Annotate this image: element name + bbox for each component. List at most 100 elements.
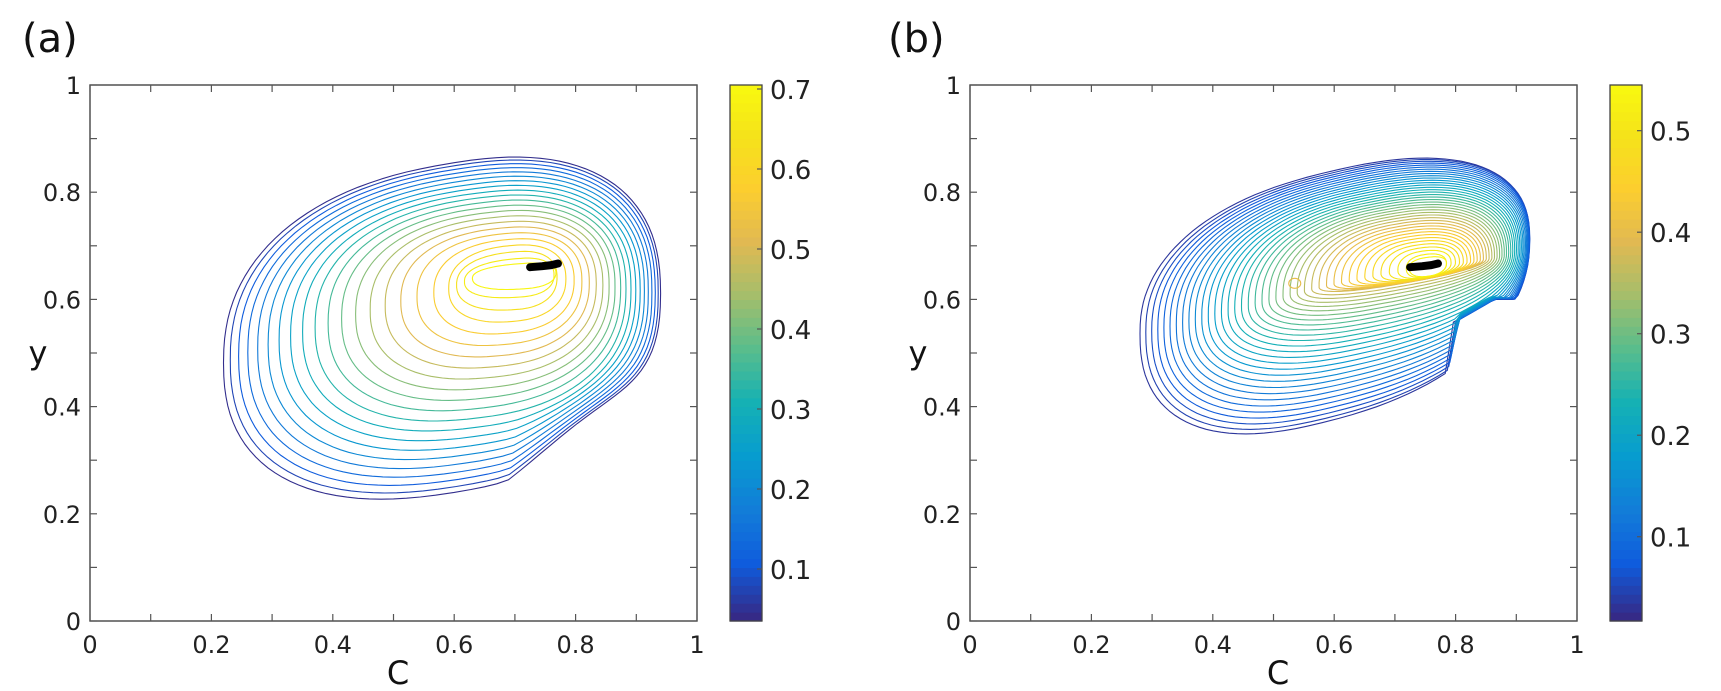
colorbar-segment	[1610, 549, 1642, 560]
y-tick-label: 0.8	[43, 179, 81, 207]
colorbar-segment	[1610, 308, 1642, 318]
colorbar-tick-label: 0.2	[770, 476, 811, 506]
contour-line	[278, 180, 641, 451]
colorbar-segment	[730, 361, 762, 372]
colorbar-segment	[730, 585, 762, 595]
colorbar-segment	[730, 612, 762, 622]
colorbar-tick-label: 0.6	[770, 156, 811, 186]
colorbar-frame	[729, 84, 763, 622]
colorbar-segment	[730, 495, 762, 506]
contour-line	[416, 232, 583, 347]
contour-line	[1247, 194, 1512, 336]
colorbar-segment	[1610, 281, 1642, 292]
y-tick-label: 0	[66, 608, 81, 636]
colorbar-segment	[730, 120, 762, 131]
panel-a-axes	[89, 84, 698, 622]
colorbar-segment	[730, 433, 762, 443]
x-tick-label: 1	[689, 631, 704, 659]
panel-a-xticks: 0 0.2 0.4 0.6 0.8 1	[82, 85, 705, 659]
colorbar-segment	[730, 370, 762, 381]
colorbar-segment	[730, 290, 762, 300]
colorbar-segment	[1610, 156, 1642, 166]
panel-a-yticks: 0 0.2 0.4 0.6 0.8 1	[43, 72, 697, 636]
colorbar-segment	[1610, 138, 1642, 149]
colorbar-segment	[1610, 513, 1642, 524]
colorbar-segment	[1610, 326, 1642, 336]
colorbar-segment	[730, 558, 762, 568]
colorbar-frame	[1609, 84, 1643, 622]
colorbar-segment	[1610, 451, 1642, 461]
contour-line	[400, 226, 590, 358]
panel-a-contours	[222, 156, 662, 500]
panel-a-ylabel: y	[29, 334, 48, 372]
colorbar-segment	[730, 424, 762, 434]
contour-line	[456, 250, 558, 311]
contour-line	[1207, 179, 1522, 370]
colorbar-segment	[730, 415, 762, 426]
contour-line	[1175, 168, 1529, 401]
colorbar-tick-label: 0.3	[770, 396, 811, 426]
y-tick-label: 0.2	[43, 501, 81, 529]
panel-b: (b) 0 0.2 0.4 0.6 0.8 1 0 0.2 0.4 0.6 0.8 1 C y 0.…	[888, 16, 1691, 691]
colorbar-segment	[1610, 344, 1642, 354]
contour-line	[1194, 175, 1525, 382]
colorbar-segment	[730, 93, 762, 104]
colorbar-segment	[730, 576, 762, 586]
colorbar-segment	[1610, 487, 1642, 497]
contour-line	[267, 175, 645, 461]
colorbar-segment	[730, 138, 762, 149]
colorbar-segment	[730, 504, 762, 515]
contour-line	[433, 238, 575, 335]
contour-line	[1380, 243, 1461, 282]
colorbar-segment	[1610, 335, 1642, 345]
colorbar-segment	[1610, 361, 1642, 372]
colorbar-segment	[730, 156, 762, 166]
panel-b-contours	[1139, 157, 1531, 435]
trajectory-marker	[526, 259, 562, 272]
contour-line	[384, 220, 597, 369]
colorbar-segment	[1610, 567, 1642, 577]
contour-line	[257, 171, 649, 470]
colorbar-tick-label: 0.1	[1650, 524, 1691, 554]
contour-line	[1188, 172, 1527, 389]
colorbar-segment	[730, 111, 762, 122]
contour-line	[1220, 184, 1519, 358]
colorbar-segment	[730, 344, 762, 354]
colorbar-segment	[1610, 129, 1642, 140]
colorbar-segment	[1610, 111, 1642, 122]
colorbar-segment	[1610, 254, 1642, 265]
colorbar-segment	[730, 317, 762, 327]
colorbar-segment	[730, 236, 762, 247]
colorbar-segment	[730, 478, 762, 488]
contour-line-secondary-peak	[1288, 277, 1302, 289]
colorbar-segment	[730, 192, 762, 202]
colorbar-segment	[730, 335, 762, 345]
x-tick-label: 0.6	[435, 631, 473, 659]
colorbar-tick-label: 0.4	[770, 316, 811, 346]
colorbar-segment	[1610, 522, 1642, 533]
colorbar-segment	[730, 406, 762, 417]
colorbar-segment	[730, 531, 762, 542]
colorbar-segment	[1610, 379, 1642, 390]
y-tick-label: 0.4	[43, 394, 81, 422]
x-tick-label: 0	[82, 631, 97, 659]
colorbar-segment	[730, 263, 762, 274]
colorbar-segment	[1610, 210, 1642, 220]
contour-line	[314, 194, 627, 422]
colorbar-segment	[730, 174, 762, 184]
colorbar-segment	[730, 326, 762, 336]
colorbar-segment	[1610, 540, 1642, 551]
colorbar-segment	[1610, 424, 1642, 434]
colorbar-segment	[1610, 603, 1642, 613]
colorbar-segment	[1610, 433, 1642, 443]
contour-line	[1169, 166, 1529, 407]
colorbar-segment	[1610, 460, 1642, 470]
colorbar-tick-label: 0.4	[1650, 219, 1691, 249]
colorbar-segment	[1610, 388, 1642, 399]
colorbar-segment	[1610, 370, 1642, 381]
y-tick-label: 0.4	[923, 394, 961, 422]
colorbar-segment	[1610, 442, 1642, 452]
colorbar-segment	[730, 469, 762, 479]
contour-line	[1157, 162, 1531, 419]
colorbar-segment	[730, 227, 762, 238]
